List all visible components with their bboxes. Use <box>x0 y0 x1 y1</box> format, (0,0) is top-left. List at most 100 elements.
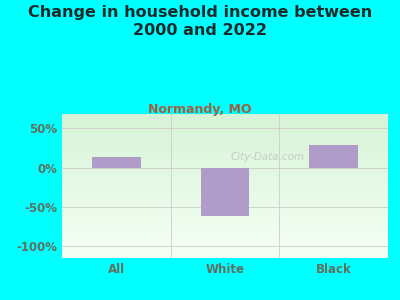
Bar <box>62 126 388 127</box>
Bar <box>62 220 388 221</box>
Bar <box>62 221 388 222</box>
Bar <box>62 175 388 176</box>
Bar <box>62 182 388 184</box>
Bar <box>62 222 388 223</box>
Bar <box>62 186 388 187</box>
Bar <box>62 152 388 154</box>
Bar <box>62 199 388 200</box>
Bar <box>62 137 388 138</box>
Bar <box>62 114 388 115</box>
Bar <box>62 253 388 254</box>
Bar <box>62 161 388 162</box>
Bar <box>62 170 388 172</box>
Bar <box>62 216 388 217</box>
Bar <box>62 234 388 235</box>
Bar <box>62 179 388 180</box>
Bar <box>62 214 388 215</box>
Bar <box>62 248 388 250</box>
Bar <box>62 128 388 130</box>
Bar <box>62 188 388 190</box>
Bar <box>62 235 388 236</box>
Bar <box>62 229 388 230</box>
Bar <box>62 180 388 181</box>
Bar <box>62 154 388 155</box>
Bar <box>62 119 388 120</box>
Bar <box>62 121 388 122</box>
Bar <box>62 246 388 247</box>
Bar <box>62 166 388 167</box>
Bar <box>62 132 388 133</box>
Bar <box>62 138 388 139</box>
Bar <box>62 164 388 166</box>
Bar <box>62 143 388 144</box>
Bar <box>62 157 388 158</box>
Bar <box>62 223 388 224</box>
Text: Change in household income between
2000 and 2022: Change in household income between 2000 … <box>28 4 372 38</box>
Bar <box>62 192 388 193</box>
Bar <box>62 162 388 163</box>
Bar <box>62 131 388 132</box>
Bar <box>62 168 388 169</box>
Bar <box>62 247 388 248</box>
Bar <box>62 130 388 131</box>
Bar <box>62 209 388 210</box>
Bar <box>62 212 388 214</box>
Bar <box>62 155 388 156</box>
Bar <box>200 167 250 216</box>
Bar <box>62 150 388 151</box>
Bar <box>62 238 388 239</box>
Bar <box>62 160 388 161</box>
Bar <box>62 116 388 118</box>
Bar <box>62 205 388 206</box>
Bar <box>62 169 388 170</box>
Bar <box>62 254 388 256</box>
Bar <box>62 204 388 205</box>
Bar <box>62 245 388 246</box>
Bar <box>62 145 388 146</box>
Bar <box>62 156 388 157</box>
Bar <box>62 196 388 197</box>
Bar <box>62 251 388 252</box>
Bar <box>62 250 388 251</box>
Bar <box>62 200 388 202</box>
Bar <box>62 239 388 240</box>
Bar <box>62 224 388 226</box>
Bar <box>62 197 388 198</box>
Bar <box>62 146 388 148</box>
Bar <box>62 151 388 152</box>
Bar <box>62 228 388 229</box>
Bar <box>62 257 388 258</box>
Bar <box>62 178 388 179</box>
Bar <box>62 218 388 220</box>
Bar <box>62 184 388 185</box>
Bar <box>62 115 388 116</box>
Bar <box>62 185 388 186</box>
Bar <box>62 149 388 150</box>
Bar <box>62 191 388 192</box>
Bar <box>62 158 388 160</box>
Bar <box>62 136 388 137</box>
Bar <box>62 174 388 175</box>
Bar <box>62 181 388 182</box>
Bar <box>62 127 388 128</box>
Bar <box>62 140 388 142</box>
Bar <box>62 215 388 216</box>
Bar <box>62 230 388 232</box>
Bar <box>62 240 388 241</box>
Bar <box>62 244 388 245</box>
Bar <box>62 120 388 121</box>
Bar <box>62 118 388 119</box>
Bar <box>62 236 388 238</box>
Bar <box>62 241 388 242</box>
Bar <box>62 167 388 168</box>
Bar <box>62 206 388 208</box>
Bar <box>62 203 388 204</box>
Bar <box>62 133 388 134</box>
Bar <box>62 163 388 164</box>
Bar <box>62 233 388 234</box>
Bar <box>92 157 141 167</box>
Bar <box>62 256 388 257</box>
Bar <box>62 194 388 196</box>
Bar <box>62 144 388 145</box>
Bar <box>62 232 388 233</box>
